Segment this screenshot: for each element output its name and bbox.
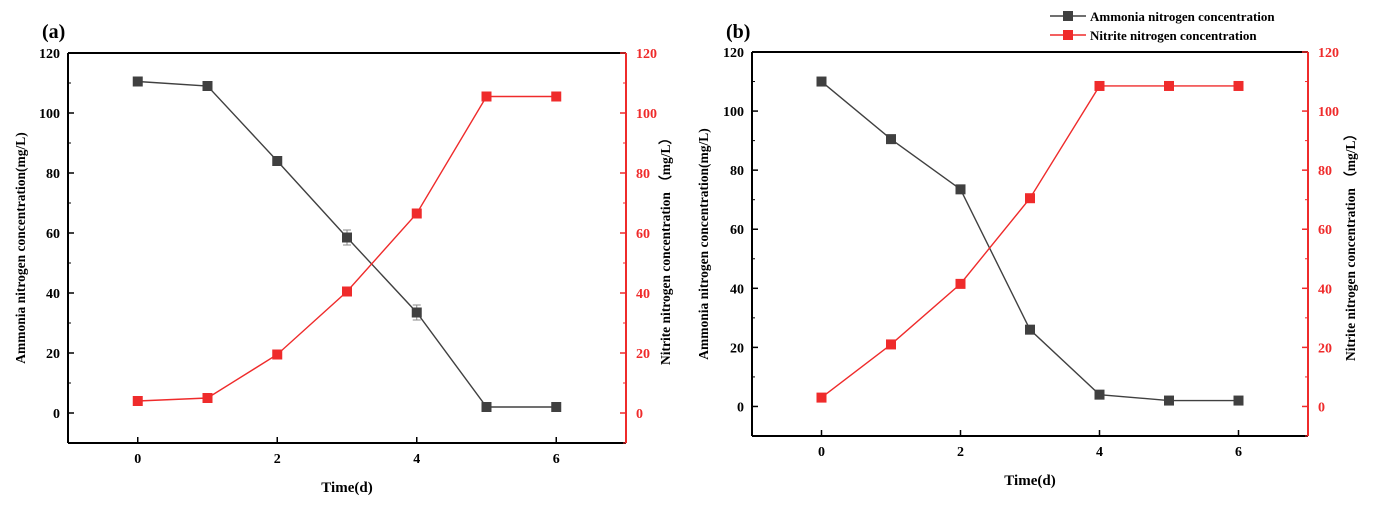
left-y-tick-label: 80 (46, 167, 60, 182)
data-point-ammonia (955, 184, 966, 195)
right-y-tick-label: 40 (636, 287, 650, 302)
data-point-ammonia (481, 402, 492, 412)
left-y-tick-label: 0 (53, 407, 60, 422)
x-tick-label: 2 (274, 452, 281, 467)
right-y-tick-label: 60 (636, 227, 650, 242)
data-point-ammonia (551, 402, 562, 412)
data-point-nitrite (481, 91, 492, 102)
left-y-tick-label: 40 (46, 287, 60, 302)
right-y-tick-label: 80 (1318, 164, 1332, 179)
data-point-nitrite (551, 91, 562, 102)
left-y-axis-label: Ammonia nitrogen concentration(mg/L) (696, 128, 711, 359)
right-y-tick-label: 60 (1318, 223, 1332, 238)
legend-label-ammonia: Ammonia nitrogen concentration (1090, 9, 1275, 24)
data-point-ammonia (1025, 324, 1035, 335)
legend-entry-ammonia: Ammonia nitrogen concentration (1050, 9, 1275, 24)
data-point-nitrite (202, 393, 213, 403)
right-y-tick-label: 20 (1318, 341, 1332, 356)
series-line-ammonia (821, 80, 1239, 402)
x-tick-label: 4 (1096, 445, 1103, 460)
data-point-ammonia (202, 81, 213, 91)
right-y-tick-label: 0 (636, 407, 643, 422)
x-tick-label: 2 (957, 445, 964, 460)
data-point-ammonia (342, 232, 352, 243)
x-axis-label: Time(d) (1004, 473, 1055, 489)
right-y-tick-label: 120 (636, 47, 657, 62)
legend-marker-nitrite (1063, 30, 1073, 40)
data-point-nitrite (342, 286, 352, 297)
data-point-nitrite (411, 208, 422, 219)
x-tick-label: 6 (1235, 445, 1242, 460)
data-point-nitrite (1164, 80, 1174, 91)
left-y-tick-label: 40 (730, 282, 744, 297)
right-y-tick-label: 80 (636, 167, 650, 182)
right-y-tick-label: 100 (1318, 105, 1339, 120)
left-y-tick-label: 60 (730, 223, 744, 238)
x-tick-label: 6 (553, 452, 560, 467)
right-y-tick-label: 20 (636, 347, 650, 362)
data-point-ammonia (411, 307, 422, 318)
right-y-tick-label: 100 (636, 107, 657, 122)
legend-entry-nitrite: Nitrite nitrogen concentration (1050, 28, 1257, 43)
left-y-tick-label: 100 (39, 107, 60, 122)
data-point-nitrite (886, 339, 896, 350)
legend-label-nitrite: Nitrite nitrogen concentration (1090, 28, 1257, 43)
right-y-tick-label: 120 (1318, 46, 1339, 61)
legend: Ammonia nitrogen concentration Nitrite n… (1050, 9, 1275, 43)
data-point-nitrite (1025, 193, 1035, 204)
data-point-nitrite (1094, 80, 1105, 91)
data-point-ammonia (272, 156, 283, 166)
data-point-nitrite (1233, 80, 1244, 91)
right-y-axis-label: Nitrite nitrogen concentration （mg/L） (658, 131, 673, 365)
data-point-nitrite (272, 349, 283, 360)
data-point-ammonia (1233, 395, 1244, 406)
x-tick-label: 0 (818, 445, 825, 460)
left-y-tick-label: 0 (737, 400, 744, 415)
left-y-tick-label: 20 (46, 347, 60, 362)
left-y-tick-label: 120 (723, 46, 744, 61)
left-y-tick-label: 100 (723, 105, 744, 120)
data-point-ammonia (1164, 395, 1174, 406)
data-point-nitrite (955, 278, 966, 289)
data-point-nitrite (816, 392, 827, 403)
left-y-tick-label: 120 (39, 47, 60, 62)
legend-marker-ammonia (1063, 11, 1073, 21)
left-y-tick-label: 20 (730, 341, 744, 356)
data-point-ammonia (132, 76, 143, 87)
left-y-tick-label: 60 (46, 227, 60, 242)
x-tick-label: 4 (413, 452, 420, 467)
series-line-nitrite (137, 95, 557, 402)
panel-label: (b) (726, 21, 750, 43)
x-axis-label: Time(d) (321, 480, 372, 496)
data-point-ammonia (886, 134, 896, 145)
data-point-ammonia (1094, 389, 1105, 400)
x-tick-label: 0 (134, 452, 141, 467)
data-point-ammonia (816, 76, 827, 87)
data-point-nitrite (132, 396, 143, 406)
left-y-tick-label: 80 (730, 164, 744, 179)
right-y-tick-label: 40 (1318, 282, 1332, 297)
left-y-axis-label: Ammonia nitrogen concentration(mg/L) (13, 132, 28, 363)
right-y-tick-label: 0 (1318, 400, 1325, 415)
panel-label: (a) (42, 21, 65, 43)
right-y-axis-label: Nitrite nitrogen concentration （mg/L） (1343, 127, 1358, 361)
